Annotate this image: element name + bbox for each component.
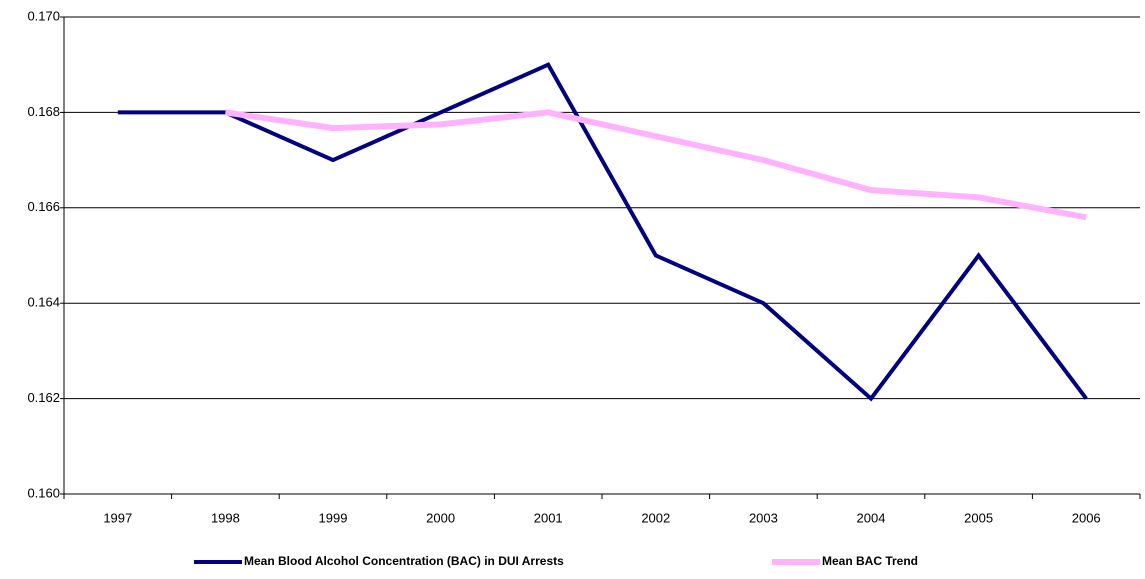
legend-label: Mean BAC Trend [822, 554, 918, 568]
x-tick-label: 2002 [641, 510, 670, 525]
y-tick-label: 0.166 [27, 199, 60, 214]
x-tick-label: 2000 [426, 510, 455, 525]
y-tick-label: 0.170 [27, 8, 60, 23]
legend-label: Mean Blood Alcohol Concentration (BAC) i… [244, 554, 564, 568]
x-tick-label: 1998 [211, 510, 240, 525]
x-tick-label: 2001 [534, 510, 563, 525]
x-tick-label: 2003 [749, 510, 778, 525]
x-tick-label: 2004 [857, 510, 886, 525]
data-line [224, 109, 1087, 221]
x-tick-label: 2005 [964, 510, 993, 525]
y-tick-label: 0.164 [27, 295, 60, 310]
x-tick-label: 1997 [103, 510, 132, 525]
x-tick-label: 1999 [319, 510, 348, 525]
y-tick-label: 0.160 [27, 485, 60, 500]
x-tick-label: 2006 [1072, 510, 1101, 525]
y-tick-label: 0.162 [27, 390, 60, 405]
y-tick-label: 0.168 [27, 104, 60, 119]
data-line [117, 62, 1088, 402]
